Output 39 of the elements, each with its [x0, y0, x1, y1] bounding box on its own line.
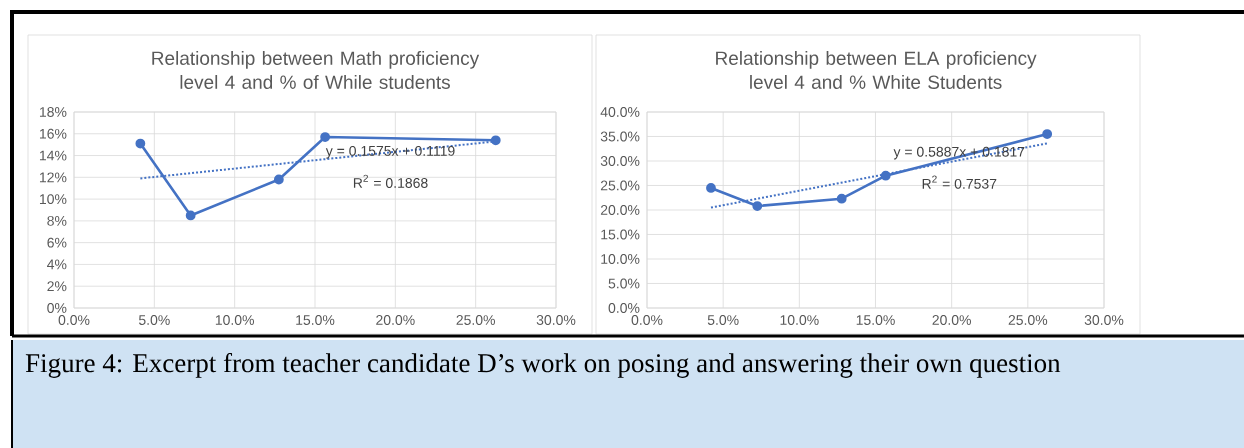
x-tick-label: 0.0%	[631, 315, 663, 325]
y-tick-label: 0.0%	[608, 303, 640, 313]
chart-title: Relationship between ELA proficiency level 4 and % White Students	[716, 51, 1037, 89]
y-tick-label: 20.0%	[600, 205, 640, 215]
x-tick-label: 30.0%	[536, 315, 576, 325]
chart-title: Relationship between Math proficiency level 4 and % of While students	[152, 51, 480, 89]
caption: Figure 4: Excerpt from teacher candidate D’s work on posing and answering their own question	[25, 353, 1061, 378]
annotation: R$^{2}$ = 0.7537	[922, 175, 997, 189]
y-tick-label: 14%	[39, 150, 67, 161]
y-tick-label: 8%	[47, 215, 67, 226]
x-tick-label: 5.0%	[707, 315, 739, 325]
y-tick-label: 5.0%	[608, 278, 640, 289]
x-tick-label: 20.0%	[376, 315, 415, 325]
y-tick-label: 2%	[47, 281, 67, 292]
x-tick-label: 20.0%	[932, 315, 972, 325]
x-tick-label: 5.0%	[138, 315, 170, 325]
x-tick-label: 10.0%	[780, 315, 819, 325]
y-tick-label: 30.0%	[600, 156, 640, 166]
x-tick-label: 15.0%	[296, 315, 335, 325]
y-tick-label: 25.0%	[600, 180, 640, 191]
y-tick-label: 16%	[39, 128, 67, 139]
y-tick-label: 6%	[47, 237, 67, 248]
x-tick-label: 0.0%	[58, 315, 90, 325]
annotation: R$^{2}$ = 0.1868	[353, 174, 428, 188]
x-tick-label: 25.0%	[456, 315, 496, 325]
y-tick-label: 4%	[47, 259, 67, 270]
x-tick-label: 10.0%	[215, 315, 255, 325]
y-tick-label: 18%	[39, 107, 67, 117]
y-tick-label: 15.0%	[601, 229, 640, 240]
y-tick-label: 10%	[39, 194, 67, 205]
x-tick-label: 30.0%	[1084, 315, 1124, 325]
y-tick-label: 10.0%	[601, 254, 640, 264]
y-tick-label: 40.0%	[600, 107, 640, 117]
annotation: y = 0.1575x + 0.1119	[325, 145, 455, 159]
y-tick-label: 35.0%	[600, 131, 640, 142]
x-tick-label: 25.0%	[1008, 315, 1048, 325]
y-tick-label: 12%	[39, 172, 67, 183]
y-tick-label: 0%	[47, 303, 67, 313]
x-tick-label: 15.0%	[856, 315, 895, 325]
